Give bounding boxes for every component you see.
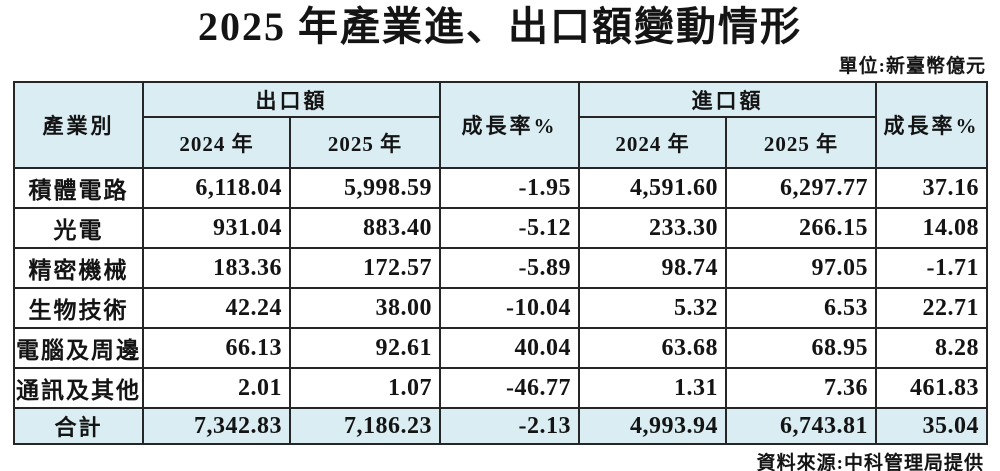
unit-note: 單位:新臺幣億元 xyxy=(838,56,986,77)
industry-cell: 精密機械 xyxy=(13,247,144,289)
total-export-2025-cell: 7,186.23 xyxy=(289,407,441,445)
import-group-header: 進口額 xyxy=(578,81,877,118)
import-2024-cell: 5.32 xyxy=(578,287,727,329)
import-2025-cell: 97.05 xyxy=(725,247,877,289)
import-growth-cell: 22.71 xyxy=(875,287,988,329)
export-2025-cell: 172.57 xyxy=(289,247,441,289)
export-2025-cell: 5,998.59 xyxy=(289,167,441,209)
import-2025-header: 2025 年 xyxy=(725,116,877,169)
table-row: 生物技術 42.24 38.00 -10.04 5.32 6.53 22.71 xyxy=(13,287,988,329)
table-row: 光電 931.04 883.40 -5.12 233.30 266.15 14.… xyxy=(13,207,988,249)
import-2025-cell: 6,297.77 xyxy=(725,167,877,209)
export-2024-cell: 66.13 xyxy=(142,327,291,369)
import-2025-cell: 266.15 xyxy=(725,207,877,249)
import-growth-cell: 8.28 xyxy=(875,327,988,369)
import-2024-cell: 98.74 xyxy=(578,247,727,289)
total-export-2024-cell: 7,342.83 xyxy=(142,407,291,445)
export-2024-cell: 2.01 xyxy=(142,367,291,409)
export-2025-cell: 92.61 xyxy=(289,327,441,369)
export-growth-cell: -5.89 xyxy=(439,247,580,289)
industry-cell: 電腦及周邊 xyxy=(13,327,144,369)
export-growth-cell: -46.77 xyxy=(439,367,580,409)
industry-cell: 通訊及其他 xyxy=(13,367,144,409)
source-note: 資料來源:中科管理局提供 xyxy=(756,453,984,471)
industry-cell: 積體電路 xyxy=(13,167,144,209)
export-group-header: 出口額 xyxy=(142,81,441,118)
export-growth-cell: -1.95 xyxy=(439,167,580,209)
export-2024-cell: 931.04 xyxy=(142,207,291,249)
export-2024-cell: 42.24 xyxy=(142,287,291,329)
import-2025-cell: 6.53 xyxy=(725,287,877,329)
industry-cell: 生物技術 xyxy=(13,287,144,329)
import-growth-cell: -1.71 xyxy=(875,247,988,289)
page-title: 2025 年產業進、出口額變動情形 xyxy=(198,4,802,49)
export-2025-cell: 883.40 xyxy=(289,207,441,249)
header-row-groups: 產業別 出口額 成長率% 進口額 成長率% xyxy=(13,81,988,169)
import-2024-cell: 1.31 xyxy=(578,367,727,409)
total-import-growth-cell: 35.04 xyxy=(875,407,988,445)
export-growth-cell: 40.04 xyxy=(439,327,580,369)
total-import-2025-cell: 6,743.81 xyxy=(725,407,877,445)
table-row: 精密機械 183.36 172.57 -5.89 98.74 97.05 -1.… xyxy=(13,247,988,289)
import-2024-cell: 233.30 xyxy=(578,207,727,249)
industry-trade-table: 產業別 出口額 成長率% 進口額 成長率% 2024 年 2025 年 2024… xyxy=(13,81,988,445)
import-growth-header: 成長率% xyxy=(875,81,988,169)
import-growth-cell: 461.83 xyxy=(875,367,988,409)
total-label-cell: 合計 xyxy=(13,407,144,445)
export-growth-header: 成長率% xyxy=(439,81,580,169)
export-growth-cell: -10.04 xyxy=(439,287,580,329)
header-row-years: 2024 年 2025 年 2024 年 2025 年 xyxy=(14,116,987,169)
import-2025-cell: 7.36 xyxy=(725,367,877,409)
import-growth-cell: 14.08 xyxy=(875,207,988,249)
industry-cell: 光電 xyxy=(13,207,144,249)
total-export-growth-cell: -2.13 xyxy=(439,407,580,445)
table-row: 通訊及其他 2.01 1.07 -46.77 1.31 7.36 461.83 xyxy=(13,367,988,409)
table-row: 電腦及周邊 66.13 92.61 40.04 63.68 68.95 8.28 xyxy=(13,327,988,369)
export-2025-cell: 1.07 xyxy=(289,367,441,409)
total-import-2024-cell: 4,993.94 xyxy=(578,407,727,445)
export-2024-cell: 6,118.04 xyxy=(142,167,291,209)
import-2024-cell: 4,591.60 xyxy=(578,167,727,209)
import-2024-cell: 63.68 xyxy=(578,327,727,369)
export-growth-cell: -5.12 xyxy=(439,207,580,249)
export-2025-cell: 38.00 xyxy=(289,287,441,329)
import-growth-cell: 37.16 xyxy=(875,167,988,209)
export-2024-cell: 183.36 xyxy=(142,247,291,289)
import-2024-header: 2024 年 xyxy=(578,116,727,169)
table-row: 積體電路 6,118.04 5,998.59 -1.95 4,591.60 6,… xyxy=(13,167,988,209)
industry-column-header: 產業別 xyxy=(13,81,144,169)
import-2025-cell: 68.95 xyxy=(725,327,877,369)
export-2024-header: 2024 年 xyxy=(142,116,291,169)
export-2025-header: 2025 年 xyxy=(289,116,441,169)
total-row: 合計 7,342.83 7,186.23 -2.13 4,993.94 6,74… xyxy=(13,407,988,445)
